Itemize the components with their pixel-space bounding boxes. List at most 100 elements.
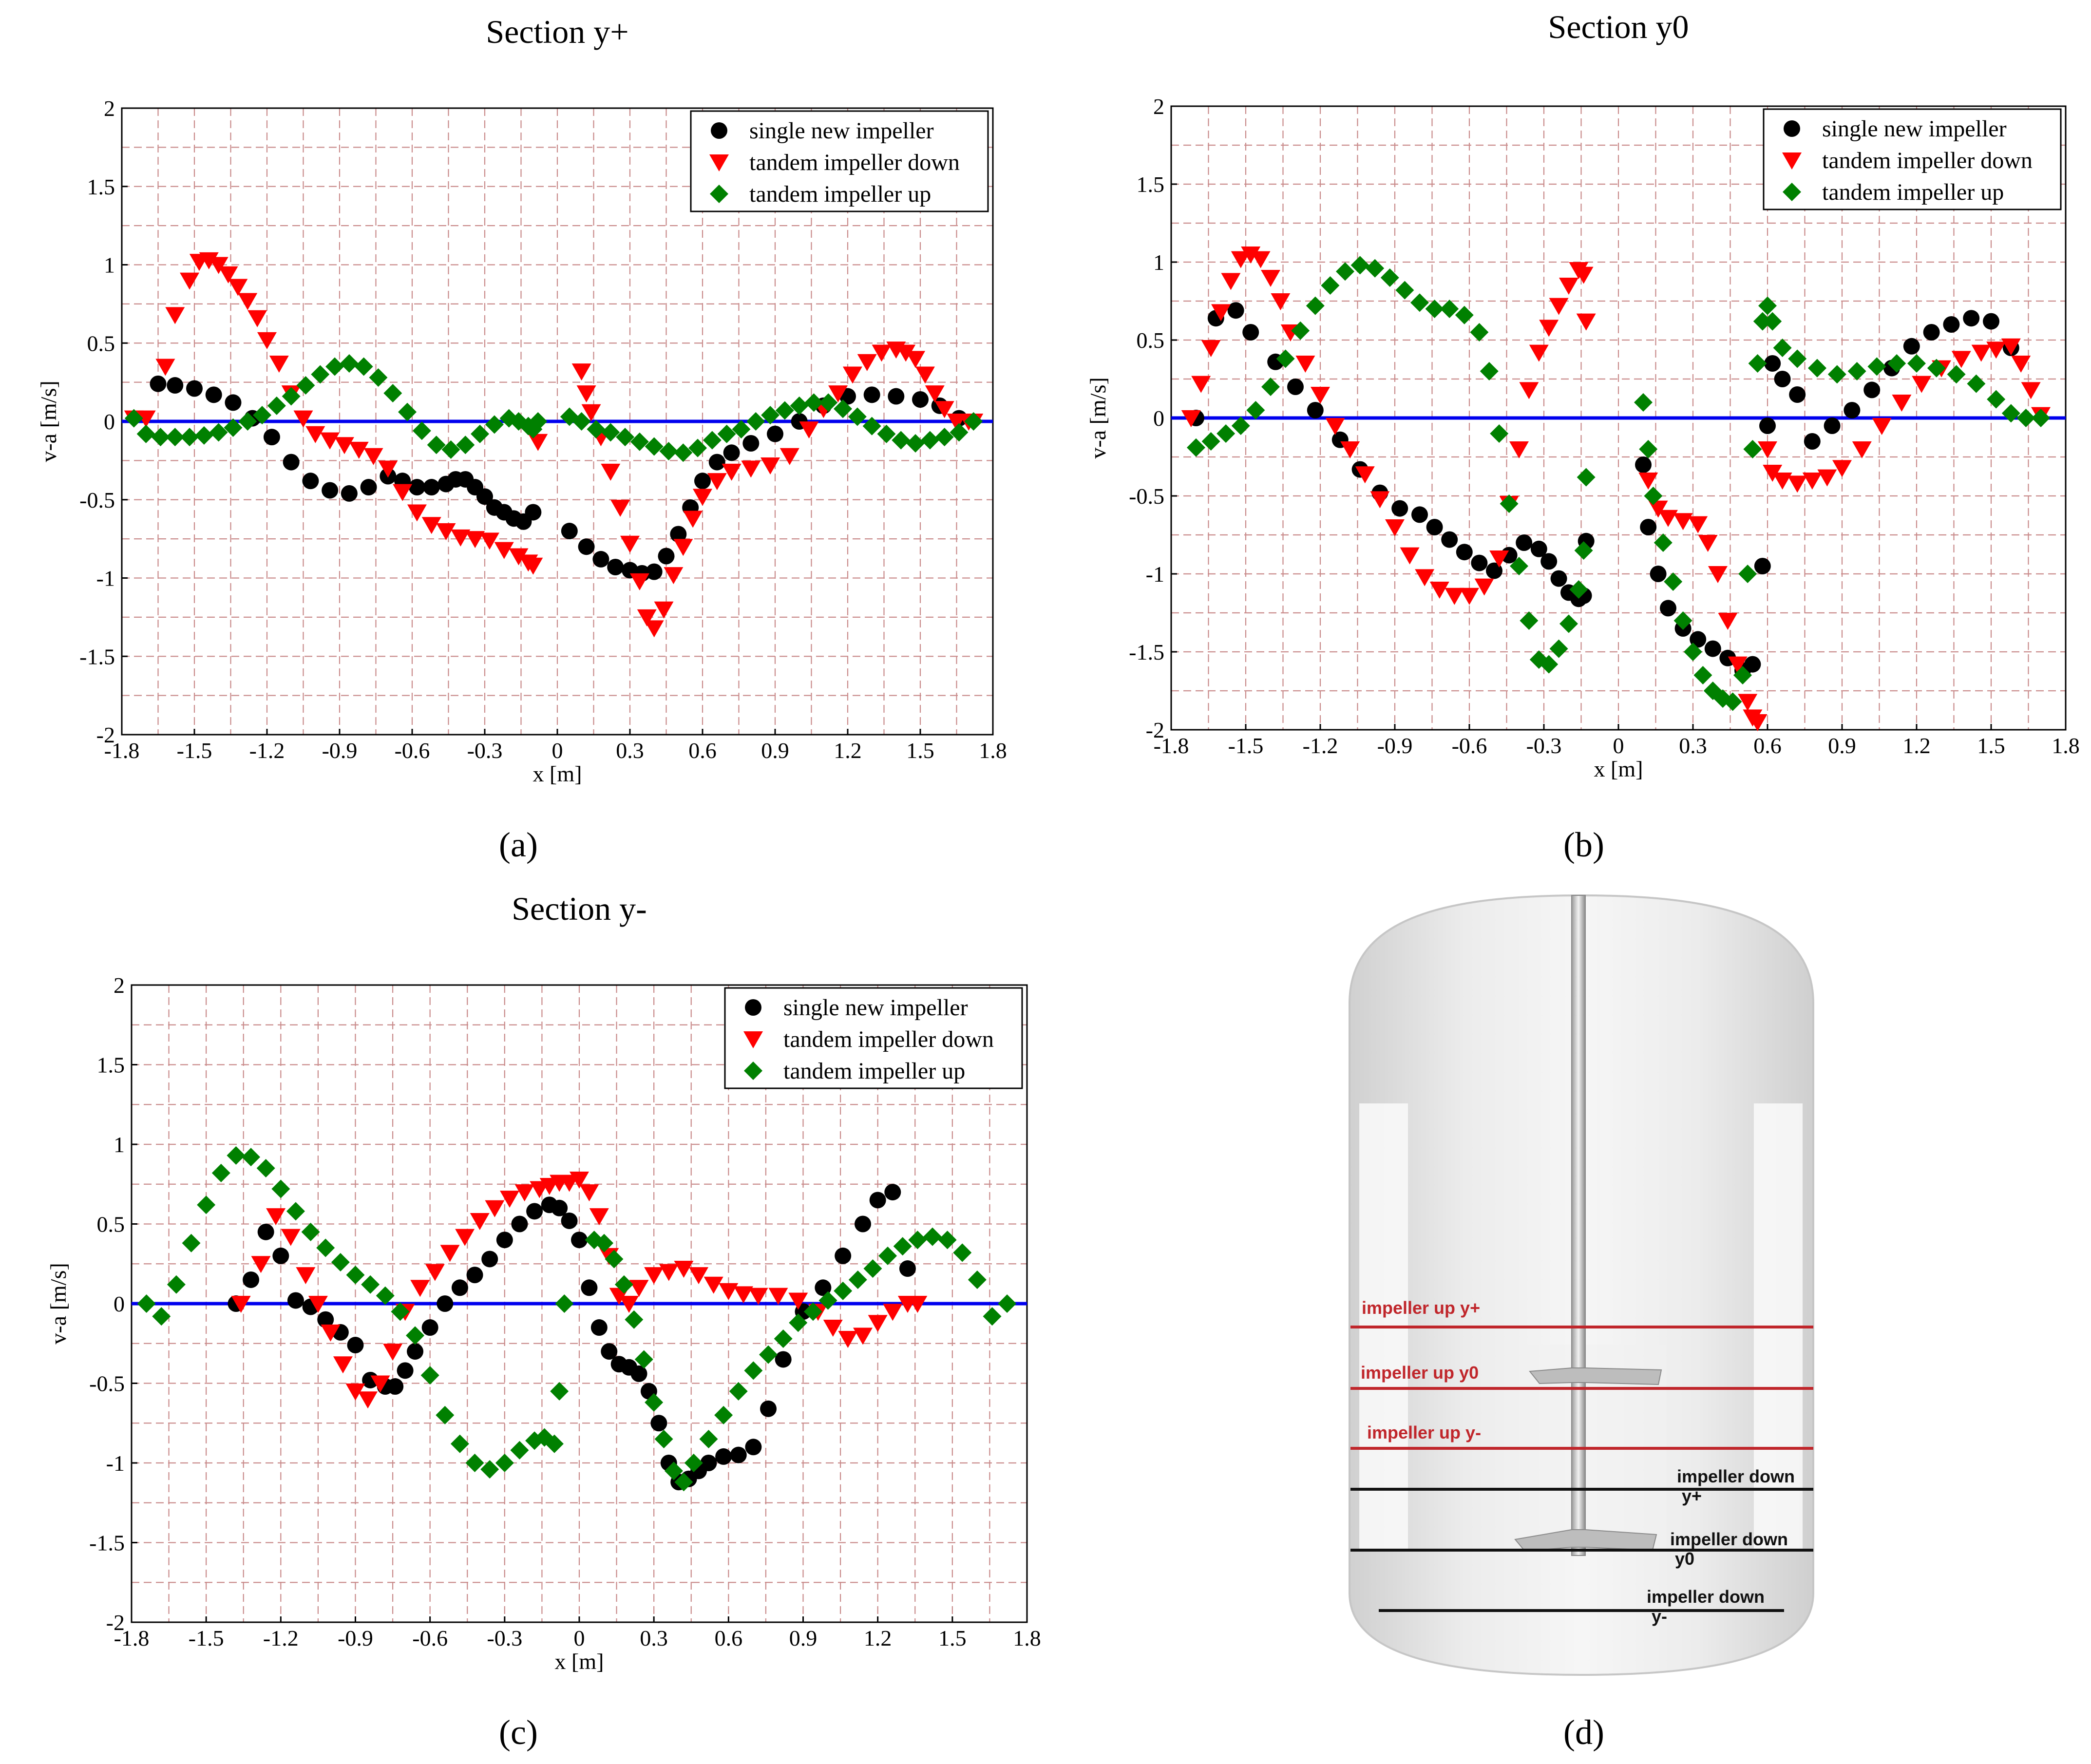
- data-point: [331, 1252, 350, 1271]
- label-impeller-up-y-plus: impeller up y+: [1362, 1298, 1480, 1318]
- data-point: [293, 410, 313, 428]
- data-point: [209, 423, 228, 442]
- data-point: [1684, 643, 1702, 661]
- data-point: [1539, 320, 1559, 337]
- data-point: [561, 523, 578, 540]
- data-point: [723, 444, 740, 461]
- x-axis-label: x [m]: [1594, 757, 1643, 781]
- legend-label: tandem impeller up: [749, 181, 931, 207]
- data-point: [570, 1171, 589, 1189]
- data-point: [1231, 251, 1251, 268]
- data-point: [1311, 387, 1330, 404]
- data-point: [1824, 417, 1841, 434]
- data-point: [572, 412, 591, 431]
- y-tick-label: 1: [1153, 250, 1164, 275]
- data-point: [908, 1231, 927, 1250]
- data-point: [1827, 365, 1846, 384]
- x-tick-label: 0.9: [761, 738, 789, 763]
- data-point: [644, 1267, 664, 1285]
- data-point: [1967, 374, 1986, 393]
- data-point: [1754, 558, 1771, 574]
- data-point: [167, 1275, 186, 1294]
- data-point: [247, 310, 267, 327]
- data-point: [818, 1291, 837, 1310]
- data-point: [1569, 580, 1588, 599]
- data-point: [321, 1324, 341, 1342]
- data-point: [722, 463, 741, 481]
- data-point: [834, 399, 853, 418]
- data-point: [1847, 362, 1866, 380]
- data-point: [317, 1311, 334, 1328]
- data-point: [1276, 349, 1295, 368]
- data-point: [733, 1286, 753, 1304]
- data-point: [983, 1307, 1002, 1326]
- data-point: [354, 357, 373, 376]
- data-point: [345, 1383, 365, 1401]
- data-point: [1733, 666, 1752, 684]
- data-point: [1241, 247, 1261, 264]
- x-tick-label: -1.2: [263, 1626, 299, 1650]
- data-point: [287, 1292, 304, 1309]
- data-point: [968, 1270, 987, 1289]
- x-tick-label: 0.3: [640, 1626, 668, 1650]
- data-point: [863, 386, 880, 403]
- data-point: [1201, 340, 1221, 357]
- data-point: [1698, 535, 1718, 552]
- data-point: [358, 1391, 378, 1409]
- y-tick-label: 0: [1153, 406, 1164, 431]
- x-tick-label: 0.9: [1828, 733, 1856, 758]
- data-point: [1951, 351, 1971, 368]
- data-point: [746, 412, 765, 431]
- data-point: [253, 406, 272, 425]
- upper-impeller-icon: [1529, 1367, 1662, 1385]
- data-point: [1804, 433, 1821, 450]
- data-point: [610, 499, 630, 517]
- data-point: [511, 1215, 528, 1233]
- series-circle: [228, 1184, 916, 1491]
- legend-label: single new impeller: [783, 995, 968, 1021]
- data-point: [664, 567, 684, 585]
- data-point: [152, 1307, 171, 1326]
- data-point: [571, 363, 591, 381]
- data-point: [150, 375, 167, 392]
- x-tick-label: 0.6: [715, 1626, 743, 1650]
- data-point: [479, 532, 499, 550]
- data-point: [590, 1319, 608, 1336]
- data-point: [545, 1434, 564, 1453]
- data-point: [1530, 540, 1547, 557]
- data-point: [231, 1296, 251, 1313]
- x-tick-label: -1.8: [114, 1626, 150, 1650]
- y-tick-label: 2: [114, 973, 125, 998]
- data-point: [1673, 513, 1693, 531]
- data-point: [301, 1222, 320, 1241]
- y-tick-label: 1.5: [1137, 172, 1165, 197]
- legend-label: single new impeller: [1822, 116, 2007, 142]
- shaft: [1571, 895, 1586, 1556]
- data-point: [1943, 316, 1960, 333]
- data-point: [376, 1286, 395, 1305]
- data-point: [1231, 417, 1250, 435]
- data-point: [1788, 349, 1807, 368]
- label-impeller-down-y0: impeller down: [1670, 1529, 1788, 1549]
- data-point: [1520, 611, 1539, 630]
- data-point: [1325, 418, 1345, 435]
- x-tick-label: -0.9: [338, 1626, 373, 1650]
- data-point: [1638, 473, 1658, 490]
- data-point: [271, 1179, 290, 1198]
- x-tick-label: 0: [552, 738, 563, 763]
- y-tick-label: 1.5: [97, 1053, 125, 1078]
- data-point: [1748, 714, 1768, 731]
- data-point: [759, 1345, 778, 1364]
- data-point: [1261, 270, 1280, 287]
- y-tick-label: -2: [1146, 718, 1164, 742]
- data-point: [1693, 666, 1712, 684]
- data-point: [360, 479, 377, 496]
- data-point: [296, 376, 315, 395]
- data-point: [1540, 655, 1559, 674]
- data-point: [1549, 298, 1569, 315]
- data-point: [729, 1382, 748, 1401]
- data-point: [496, 1232, 513, 1249]
- data-point: [935, 428, 954, 447]
- data-point: [466, 1267, 483, 1284]
- y-tick-label: -1.5: [89, 1531, 125, 1555]
